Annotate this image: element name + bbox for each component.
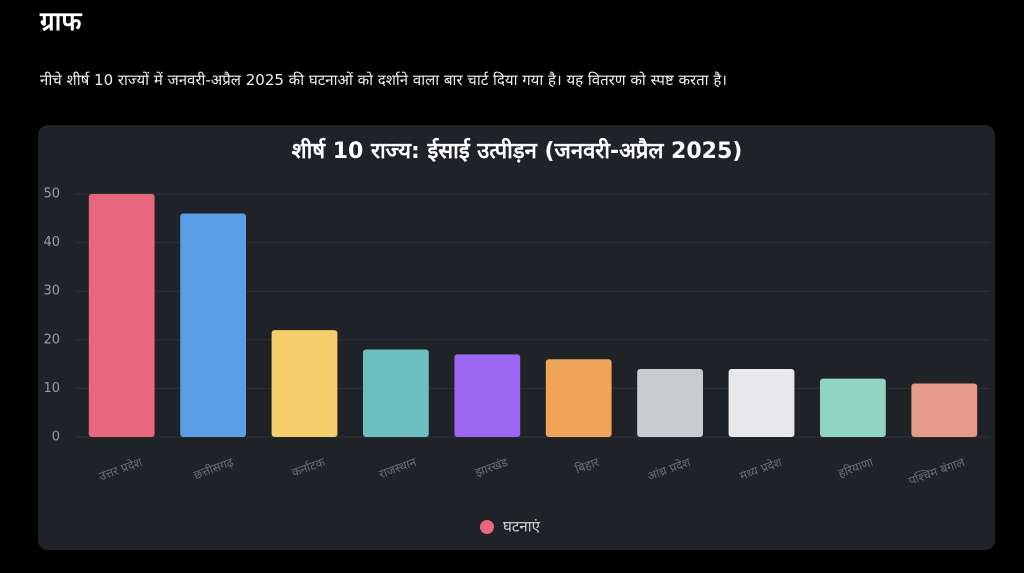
- bar: [271, 330, 338, 437]
- y-tick-label: 0: [52, 430, 60, 445]
- y-tick-label: 40: [43, 235, 60, 250]
- y-tick-label: 20: [43, 332, 60, 347]
- y-tick-label: 10: [43, 381, 60, 396]
- x-tick-label: राजस्थान: [377, 455, 419, 482]
- description: नीचे शीर्ष 10 राज्यों में जनवरी-अप्रैल 2…: [40, 71, 727, 89]
- x-tick-label: बिहार: [573, 455, 602, 477]
- x-tick-label: पश्चिम बंगाल: [907, 455, 968, 488]
- x-tick-label: उत्तर प्रदेश: [97, 455, 145, 484]
- bar: [637, 368, 704, 437]
- y-tick-label: 30: [43, 284, 60, 299]
- bar: [819, 378, 886, 437]
- bar: [545, 359, 612, 437]
- heading: ग्राफ: [40, 7, 82, 37]
- x-tick-label: झारखंड: [473, 455, 510, 480]
- bar: [362, 349, 429, 437]
- x-tick-label: कर्नाटक: [290, 455, 328, 480]
- bar: [88, 194, 155, 437]
- bar: [911, 383, 978, 437]
- x-tick-label: हरियाणा: [836, 455, 876, 481]
- x-tick-label: मध्य प्रदेश: [738, 455, 785, 483]
- legend-marker: [480, 520, 494, 534]
- legend-label: घटनाएं: [503, 518, 541, 536]
- bar: [728, 368, 795, 437]
- x-tick-label: आंध्र प्रदेश: [645, 455, 693, 484]
- bar: [454, 354, 521, 437]
- bar: [180, 213, 247, 437]
- y-tick-label: 50: [43, 187, 60, 202]
- x-tick-label: छत्तीसगढ़: [192, 455, 236, 482]
- chart-title: शीर्ष 10 राज्य: ईसाई उत्पीड़न (जनवरी-अप्…: [292, 137, 743, 164]
